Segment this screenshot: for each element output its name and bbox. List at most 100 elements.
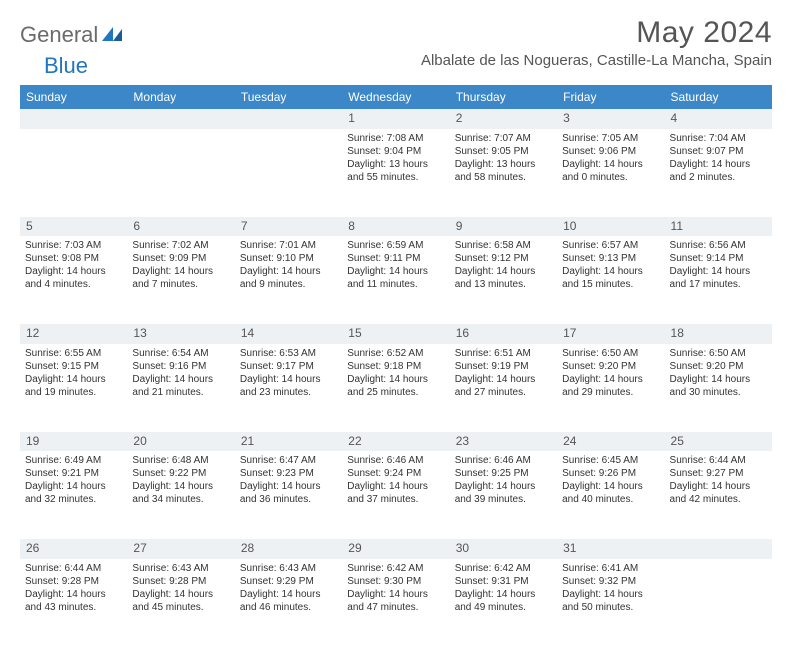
day-content-cell: Sunrise: 7:02 AMSunset: 9:09 PMDaylight:… [127,236,234,324]
day-number-cell: 6 [127,217,234,237]
day-number-cell [20,109,127,129]
weekday-header: Friday [557,85,664,109]
day-content-cell: Sunrise: 6:50 AMSunset: 9:20 PMDaylight:… [665,344,772,432]
day1-text: Daylight: 14 hours [670,480,767,493]
day2-text: and 55 minutes. [347,171,444,184]
day2-text: and 32 minutes. [25,493,122,506]
day2-text: and 50 minutes. [562,601,659,614]
sunrise-text: Sunrise: 7:07 AM [455,132,552,145]
sunrise-text: Sunrise: 6:54 AM [132,347,229,360]
day2-text: and 40 minutes. [562,493,659,506]
day-content-cell: Sunrise: 6:50 AMSunset: 9:20 PMDaylight:… [557,344,664,432]
sunrise-text: Sunrise: 6:46 AM [347,454,444,467]
day-content-cell: Sunrise: 6:45 AMSunset: 9:26 PMDaylight:… [557,451,664,539]
day-number-cell: 1 [342,109,449,129]
sunrise-text: Sunrise: 6:50 AM [562,347,659,360]
location-text: Albalate de las Nogueras, Castille-La Ma… [421,52,772,69]
day-content-row: Sunrise: 6:44 AMSunset: 9:28 PMDaylight:… [20,559,772,647]
day2-text: and 49 minutes. [455,601,552,614]
day2-text: and 37 minutes. [347,493,444,506]
day-content-cell: Sunrise: 7:01 AMSunset: 9:10 PMDaylight:… [235,236,342,324]
day-number-cell: 3 [557,109,664,129]
day-content-cell [127,129,234,217]
day-number-cell: 25 [665,432,772,452]
weekday-header: Saturday [665,85,772,109]
day-content-cell: Sunrise: 6:42 AMSunset: 9:30 PMDaylight:… [342,559,449,647]
day2-text: and 43 minutes. [25,601,122,614]
sunrise-text: Sunrise: 6:42 AM [455,562,552,575]
day1-text: Daylight: 14 hours [25,480,122,493]
day2-text: and 27 minutes. [455,386,552,399]
day2-text: and 17 minutes. [670,278,767,291]
sunset-text: Sunset: 9:14 PM [670,252,767,265]
calendar-body: 1234Sunrise: 7:08 AMSunset: 9:04 PMDayli… [20,109,772,647]
day-number-cell: 13 [127,324,234,344]
sunrise-text: Sunrise: 7:04 AM [670,132,767,145]
day-number-cell: 8 [342,217,449,237]
day1-text: Daylight: 14 hours [455,480,552,493]
day-number-cell: 24 [557,432,664,452]
day-content-cell: Sunrise: 6:56 AMSunset: 9:14 PMDaylight:… [665,236,772,324]
day1-text: Daylight: 14 hours [670,265,767,278]
day1-text: Daylight: 14 hours [240,265,337,278]
sunrise-text: Sunrise: 6:49 AM [25,454,122,467]
sunset-text: Sunset: 9:06 PM [562,145,659,158]
title-block: May 2024 Albalate de las Nogueras, Casti… [421,16,772,69]
day-number-cell: 5 [20,217,127,237]
day1-text: Daylight: 14 hours [240,373,337,386]
day-content-row: Sunrise: 6:49 AMSunset: 9:21 PMDaylight:… [20,451,772,539]
sunrise-text: Sunrise: 7:03 AM [25,239,122,252]
day2-text: and 21 minutes. [132,386,229,399]
day-number-cell: 7 [235,217,342,237]
sunrise-text: Sunrise: 6:57 AM [562,239,659,252]
sunrise-text: Sunrise: 6:45 AM [562,454,659,467]
day2-text: and 2 minutes. [670,171,767,184]
sunrise-text: Sunrise: 6:42 AM [347,562,444,575]
day1-text: Daylight: 14 hours [455,265,552,278]
sunrise-text: Sunrise: 6:47 AM [240,454,337,467]
sunset-text: Sunset: 9:26 PM [562,467,659,480]
day2-text: and 7 minutes. [132,278,229,291]
day-number-cell: 20 [127,432,234,452]
day-number-cell: 10 [557,217,664,237]
day-content-cell: Sunrise: 6:59 AMSunset: 9:11 PMDaylight:… [342,236,449,324]
sunset-text: Sunset: 9:25 PM [455,467,552,480]
day1-text: Daylight: 14 hours [25,373,122,386]
day-content-cell: Sunrise: 6:43 AMSunset: 9:28 PMDaylight:… [127,559,234,647]
day1-text: Daylight: 14 hours [132,373,229,386]
day2-text: and 39 minutes. [455,493,552,506]
day1-text: Daylight: 13 hours [347,158,444,171]
day2-text: and 15 minutes. [562,278,659,291]
sunset-text: Sunset: 9:10 PM [240,252,337,265]
day-number-cell: 22 [342,432,449,452]
day-content-cell: Sunrise: 6:53 AMSunset: 9:17 PMDaylight:… [235,344,342,432]
day-number-cell: 17 [557,324,664,344]
day-content-cell: Sunrise: 6:43 AMSunset: 9:29 PMDaylight:… [235,559,342,647]
day-content-cell: Sunrise: 7:07 AMSunset: 9:05 PMDaylight:… [450,129,557,217]
logo-text-blue: Blue [44,53,88,79]
day-content-cell: Sunrise: 7:05 AMSunset: 9:06 PMDaylight:… [557,129,664,217]
day1-text: Daylight: 14 hours [25,265,122,278]
day-content-cell: Sunrise: 6:47 AMSunset: 9:23 PMDaylight:… [235,451,342,539]
weekday-header: Monday [127,85,234,109]
day-number-row: 567891011 [20,217,772,237]
sunset-text: Sunset: 9:23 PM [240,467,337,480]
sunrise-text: Sunrise: 7:02 AM [132,239,229,252]
sunset-text: Sunset: 9:17 PM [240,360,337,373]
sunset-text: Sunset: 9:28 PM [132,575,229,588]
day1-text: Daylight: 14 hours [562,373,659,386]
sunset-text: Sunset: 9:20 PM [562,360,659,373]
day-number-cell: 21 [235,432,342,452]
day-number-cell: 27 [127,539,234,559]
sunset-text: Sunset: 9:13 PM [562,252,659,265]
day-content-cell: Sunrise: 6:49 AMSunset: 9:21 PMDaylight:… [20,451,127,539]
day-number-row: 1234 [20,109,772,129]
day2-text: and 23 minutes. [240,386,337,399]
day1-text: Daylight: 14 hours [670,373,767,386]
day-content-cell [665,559,772,647]
day-content-cell: Sunrise: 6:46 AMSunset: 9:25 PMDaylight:… [450,451,557,539]
logo: General [20,16,126,48]
day-content-cell: Sunrise: 6:42 AMSunset: 9:31 PMDaylight:… [450,559,557,647]
sunrise-text: Sunrise: 7:05 AM [562,132,659,145]
sunset-text: Sunset: 9:22 PM [132,467,229,480]
